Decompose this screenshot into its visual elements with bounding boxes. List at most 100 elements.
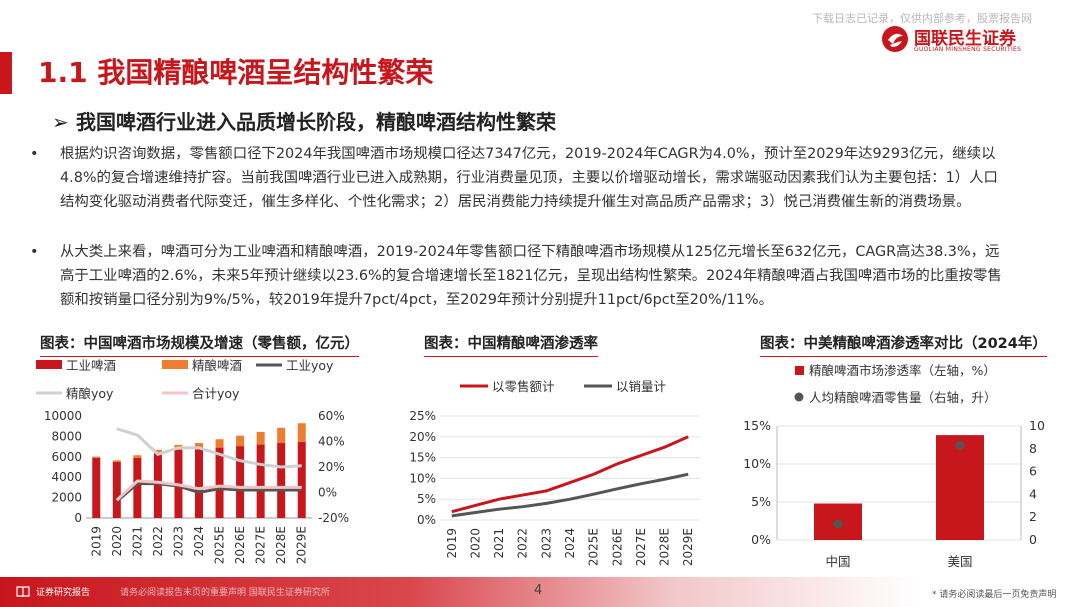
bar-工业啤酒-2025E xyxy=(215,447,224,518)
y-right-tick-label: 40% xyxy=(318,435,345,449)
page-number: 4 xyxy=(534,583,543,598)
x-tick-label: 2027E xyxy=(634,528,648,566)
bullet-line: 4.8%的复合增速维持扩容。当前我国啤酒行业已进入成熟期，行业消费量见顶，主要以… xyxy=(60,170,998,186)
legend-swatch-精酿啤酒市场渗透率（左轴，%） xyxy=(795,366,804,375)
point-美国 xyxy=(955,440,965,450)
bar-工业啤酒-2029E xyxy=(297,441,306,518)
watermark: 下载日志已记录，仅供内部参考，股票报告网 xyxy=(812,12,1032,25)
legend-label: 工业yoy xyxy=(286,358,334,373)
y-left-tick-label: 6000 xyxy=(51,450,82,464)
x-tick-label: 2019 xyxy=(445,528,459,559)
y-tick-label: 5% xyxy=(417,492,436,506)
y-left-tick-label: 15% xyxy=(743,418,771,433)
bullet-dot-icon: • xyxy=(30,146,39,162)
x-tick-label: 2023 xyxy=(539,528,553,559)
line-合计yoy xyxy=(115,479,302,502)
bar-精酿啤酒-2029E xyxy=(297,423,306,442)
y-tick-label: 0% xyxy=(417,513,436,527)
legend-swatch-工业啤酒 xyxy=(36,360,62,369)
logo-emblem-icon xyxy=(882,26,908,52)
title-accent-bar xyxy=(0,52,12,94)
y-right-tick-label: 20% xyxy=(318,460,345,474)
y-tick-label: 20% xyxy=(409,430,436,444)
y-tick-label: 25% xyxy=(409,409,436,423)
report-book-icon xyxy=(16,586,30,598)
x-tick-label: 2025E xyxy=(587,528,601,566)
y-tick-label: 15% xyxy=(409,451,436,465)
bar-精酿啤酒-2020 xyxy=(112,460,121,462)
subtitle-text: 我国啤酒行业进入品质增长阶段，精酿啤酒结构性繁荣 xyxy=(76,110,556,134)
x-tick-label: 2024 xyxy=(563,528,577,559)
x-tick-label: 2027E xyxy=(254,526,268,564)
legend-label: 合计yoy xyxy=(192,386,240,401)
bar-工业啤酒-2020 xyxy=(112,461,121,518)
y-right-tick-label: 0% xyxy=(318,486,337,500)
legend-swatch-精酿啤酒 xyxy=(162,360,188,369)
y-left-tick-label: 5% xyxy=(751,494,771,509)
y-right-tick-label: -20% xyxy=(318,511,349,525)
x-tick-label: 2020 xyxy=(468,528,482,559)
y-left-tick-label: 0 xyxy=(74,511,82,525)
cn-us-comparison-chart: 精酿啤酒市场渗透率（左轴，%） 人均精酿啤酒零售量（右轴，升） 0% 5% 10% 15%… xyxy=(743,363,1045,569)
section-subtitle: ➢ 我国啤酒行业进入品质增长阶段，精酿啤酒结构性繁荣 xyxy=(52,106,556,135)
bar-精酿啤酒-2026E xyxy=(236,435,245,447)
y-right-tick-label: 4 xyxy=(1029,486,1037,501)
line-工业yoy xyxy=(115,482,302,503)
bar-精酿啤酒-2028E xyxy=(277,427,286,444)
bar-工业啤酒-2026E xyxy=(236,446,245,518)
x-tick-label: 2026E xyxy=(233,526,247,564)
bullet-line: 从大类上来看，啤酒可分为工业啤酒和精酿啤酒，2019-2024年零售额口径下精酿… xyxy=(60,244,1000,260)
bar-精酿啤酒-2021 xyxy=(133,455,142,458)
x-tick-label: 2028E xyxy=(658,528,672,566)
legend-label: 精酿啤酒市场渗透率（左轴，%） xyxy=(809,363,996,378)
bar-工业啤酒-2024 xyxy=(195,449,203,518)
company-logo: 国联民生证券 GUOLIAN MINSHENG SECURITIES xyxy=(880,22,1070,58)
y-left-tick-label: 4000 xyxy=(51,470,82,484)
bar-工业啤酒-2019 xyxy=(92,457,101,518)
bar-美国 xyxy=(936,435,984,540)
legend-label: 人均精酿啤酒零售量（右轴，升） xyxy=(809,390,997,405)
legend-swatch-人均精酿啤酒零售量（右轴，升） xyxy=(794,392,804,402)
chart-3-title: 图表：中美精酿啤酒渗透率对比（2024年） xyxy=(760,332,1047,357)
bar-精酿啤酒-2025E xyxy=(215,439,224,448)
bar-工业啤酒-2028E xyxy=(277,443,286,518)
y-left-tick-label: 0% xyxy=(751,532,771,547)
y-right-tick-label: 2 xyxy=(1029,509,1037,524)
footer-notice: 请务必阅读报告末页的重要声明 国联民生证券研究所 xyxy=(120,588,330,598)
bar-精酿啤酒-2027E xyxy=(256,431,265,445)
x-tick-label: 2022 xyxy=(516,528,530,559)
y-tick-label: 10% xyxy=(409,471,436,485)
bar-工业啤酒-2027E xyxy=(256,444,265,518)
y-left-tick-label: 10% xyxy=(743,456,771,471)
footer-bar: 证券研究报告 请务必阅读报告末页的重要声明 国联民生证券研究所 4 * 请务必阅… xyxy=(0,577,1080,607)
line-精酿yoy xyxy=(116,427,302,469)
legend-label: 以销量计 xyxy=(616,379,666,394)
x-tick-label: 2024 xyxy=(192,526,206,557)
arrow-bullet-icon: ➢ xyxy=(52,110,69,134)
footer-disclaimer: * 请务必阅读最后一页免责声明 xyxy=(932,590,1057,600)
market-size-chart: 工业啤酒 精酿啤酒 工业yoy 精酿yoy 合计yoy 0 2000 4000 6000 8000… xyxy=(36,358,349,564)
x-tick-label: 2025E xyxy=(213,526,227,564)
logo-text-cn: 国联民生证券 xyxy=(914,29,1016,49)
legend-label: 工业啤酒 xyxy=(66,358,116,373)
bullet-line: 结构变化驱动消费者代际变迁，催生多样化、个性化需求；2）居民消费能力持续提升催生… xyxy=(60,194,971,210)
bullet-line: 根据灼识咨询数据，零售额口径下2024年我国啤酒市场规模口径达7347亿元，20… xyxy=(60,146,996,162)
y-left-tick-label: 10000 xyxy=(44,409,82,423)
x-tick-label: 2028E xyxy=(274,526,288,564)
x-tick-label: 2021 xyxy=(492,528,506,559)
line-以零售额计 xyxy=(451,435,689,514)
legend-label: 以零售额计 xyxy=(492,379,555,394)
y-left-tick-label: 8000 xyxy=(51,429,82,443)
bar-工业啤酒-2022 xyxy=(153,453,162,518)
point-中国 xyxy=(833,519,843,529)
y-right-tick-label: 8 xyxy=(1029,441,1037,456)
footer-label: 证券研究报告 xyxy=(36,588,91,598)
x-tick-label: 2029E xyxy=(295,526,309,564)
y-right-tick-label: 60% xyxy=(318,409,345,423)
x-tick-label: 2023 xyxy=(171,526,185,557)
line-以销量计 xyxy=(451,472,689,518)
bar-精酿啤酒-2019 xyxy=(92,456,101,458)
legend-label: 精酿啤酒 xyxy=(192,358,242,373)
bar-精酿啤酒-2022 xyxy=(153,449,162,454)
chart-1-title: 图表：中国啤酒市场规模及增速（零售额，亿元） xyxy=(40,332,359,357)
